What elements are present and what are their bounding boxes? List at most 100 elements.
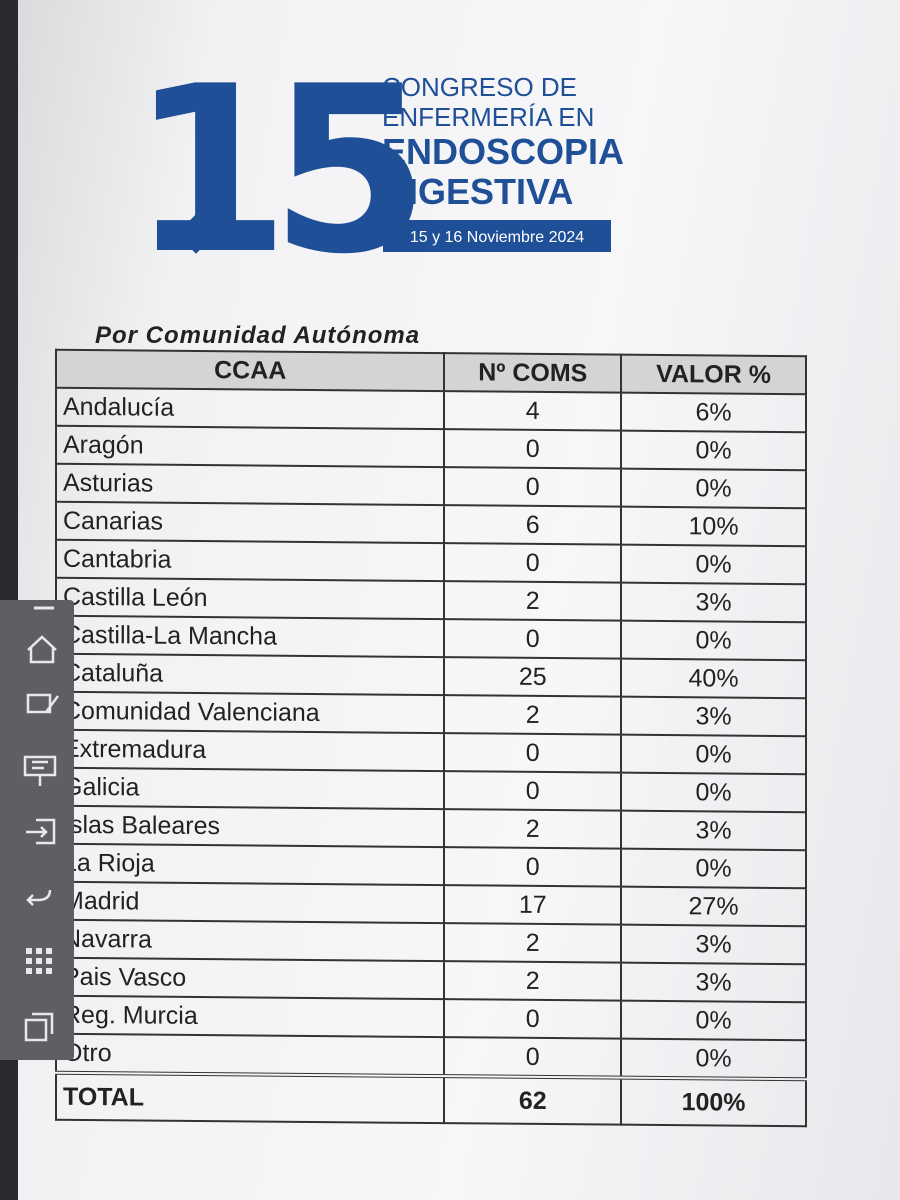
back-icon[interactable] bbox=[26, 889, 52, 906]
logo-diamond bbox=[176, 214, 216, 254]
total-cell: 62 bbox=[444, 1076, 622, 1125]
table-cell: 0% bbox=[621, 468, 806, 509]
table-cell: 0 bbox=[444, 847, 622, 887]
table-cell: Comunidad Valenciana bbox=[56, 691, 445, 734]
table-cell: 6% bbox=[621, 392, 806, 433]
table-row: Extremadura 0 0% bbox=[56, 729, 806, 775]
table-cell: Aragón bbox=[56, 425, 445, 468]
table-cell: 3% bbox=[621, 582, 806, 623]
table-cell: 0 bbox=[444, 999, 622, 1039]
table-cell: Cataluña bbox=[56, 653, 445, 696]
table-cell: La Rioja bbox=[56, 843, 445, 886]
table-cell: 40% bbox=[621, 658, 806, 699]
table-row: Andalucía 4 6% bbox=[56, 387, 806, 433]
table-cell: 0 bbox=[444, 619, 622, 659]
table-cell: 2 bbox=[444, 581, 622, 621]
logo-line: ENFERMERÍA EN bbox=[382, 102, 594, 132]
table-cell: Galicia bbox=[56, 767, 445, 810]
logo-line: CONGRESO DE bbox=[382, 72, 577, 102]
table-row: Navarra 2 3% bbox=[56, 919, 806, 965]
table-row: La Rioja 0 0% bbox=[56, 843, 806, 889]
logo-number: 15 bbox=[130, 60, 414, 270]
total-cell: TOTAL bbox=[56, 1072, 445, 1124]
exit-icon[interactable] bbox=[26, 818, 56, 845]
table-cell: 10% bbox=[621, 506, 806, 547]
table-row: Castilla León 2 3% bbox=[56, 577, 806, 623]
table-cell: Castilla León bbox=[56, 577, 445, 620]
windows-icon[interactable] bbox=[24, 1012, 54, 1042]
table-cell: 0% bbox=[621, 1038, 806, 1080]
table-cell: Islas Baleares bbox=[56, 805, 445, 848]
header-row: CCAA Nº COMS VALOR % bbox=[56, 349, 806, 395]
table-row: Castilla-La Mancha 0 0% bbox=[56, 615, 806, 661]
table-cell: Madrid bbox=[56, 881, 445, 924]
results-table: CCAA Nº COMS VALOR % Andalucía 4 6% Aragón 0 0% A… bbox=[55, 349, 807, 1128]
table-cell: 17 bbox=[444, 885, 622, 925]
table-cell: Extremadura bbox=[56, 729, 445, 772]
table-cell: 0% bbox=[621, 544, 806, 585]
table-cell: 0 bbox=[444, 543, 622, 583]
table-cell: 2 bbox=[444, 923, 622, 963]
logo-line: ENDOSCOPIA bbox=[382, 131, 624, 172]
table-title: Por Comunidad Autónoma bbox=[95, 322, 421, 349]
table-cell: 0 bbox=[444, 429, 622, 469]
table-cell: Otro bbox=[56, 1033, 445, 1077]
table-row: Islas Baleares 2 3% bbox=[56, 805, 806, 851]
table-cell: 3% bbox=[621, 696, 806, 737]
header-cell: VALOR % bbox=[621, 354, 806, 395]
table-cell: Canarias bbox=[56, 501, 445, 544]
table-cell: 3% bbox=[621, 924, 806, 965]
table-row: Cantabria 0 0% bbox=[56, 539, 806, 585]
table-cell: Pais Vasco bbox=[56, 957, 445, 1000]
table-row: Galicia 0 0% bbox=[56, 767, 806, 813]
table-cell: 0 bbox=[444, 467, 622, 507]
table-row: Madrid 17 27% bbox=[56, 881, 806, 927]
date-box bbox=[383, 220, 611, 252]
table-cell: 0 bbox=[444, 1037, 622, 1078]
table-row: Canarias 6 10% bbox=[56, 501, 806, 547]
table-cell: 0% bbox=[621, 620, 806, 661]
total-row: TOTAL 62 100% bbox=[56, 1072, 806, 1127]
table-cell: Cantabria bbox=[56, 539, 445, 582]
table-cell: 0% bbox=[621, 848, 806, 889]
logo-date: 15 y 16 Noviembre 2024 bbox=[410, 229, 584, 246]
table-cell: 3% bbox=[621, 810, 806, 851]
table-cell: 4 bbox=[444, 391, 622, 431]
table-row: Asturias 0 0% bbox=[56, 463, 806, 509]
table-cell: 25 bbox=[444, 657, 622, 697]
board-icon[interactable] bbox=[23, 755, 57, 786]
table-cell: 0% bbox=[621, 772, 806, 813]
edit-icon[interactable] bbox=[26, 693, 59, 714]
table-cell: 0% bbox=[621, 430, 806, 471]
apps-icon[interactable] bbox=[26, 948, 52, 974]
table-row: Comunidad Valenciana 2 3% bbox=[56, 691, 806, 737]
header-cell: CCAA bbox=[56, 349, 445, 392]
side-toolbar bbox=[0, 600, 74, 1060]
table-cell: 0% bbox=[621, 1000, 806, 1041]
header-cell: Nº COMS bbox=[444, 353, 622, 393]
table-cell: Reg. Murcia bbox=[56, 995, 445, 1038]
table-row: Aragón 0 0% bbox=[56, 425, 806, 471]
table-cell: 3% bbox=[621, 962, 806, 1003]
table-row: Cataluña 25 40% bbox=[56, 653, 806, 699]
table-row: Otro 0 0% bbox=[56, 1033, 806, 1080]
table-cell: 2 bbox=[444, 961, 622, 1001]
table-cell: 27% bbox=[621, 886, 806, 927]
logo-line: DIGESTIVA bbox=[382, 171, 573, 212]
table-row: Pais Vasco 2 3% bbox=[56, 957, 806, 1003]
home-icon[interactable] bbox=[27, 635, 57, 664]
table-cell: 0 bbox=[444, 733, 622, 773]
congress-logo: 15 CONGRESO DE ENFERMERÍA EN ENDOSCOPIA … bbox=[130, 60, 624, 270]
table-cell: 2 bbox=[444, 695, 622, 735]
table-cell: 2 bbox=[444, 809, 622, 849]
table-cell: 0% bbox=[621, 734, 806, 775]
table-cell: Castilla-La Mancha bbox=[56, 615, 445, 658]
table-row: Reg. Murcia 0 0% bbox=[56, 995, 806, 1041]
table-cell: Asturias bbox=[56, 463, 445, 506]
table-cell: Andalucía bbox=[56, 387, 445, 430]
total-cell: 100% bbox=[621, 1077, 806, 1127]
table-cell: 6 bbox=[444, 505, 622, 545]
table-cell: Navarra bbox=[56, 919, 445, 962]
table-cell: 0 bbox=[444, 771, 622, 811]
